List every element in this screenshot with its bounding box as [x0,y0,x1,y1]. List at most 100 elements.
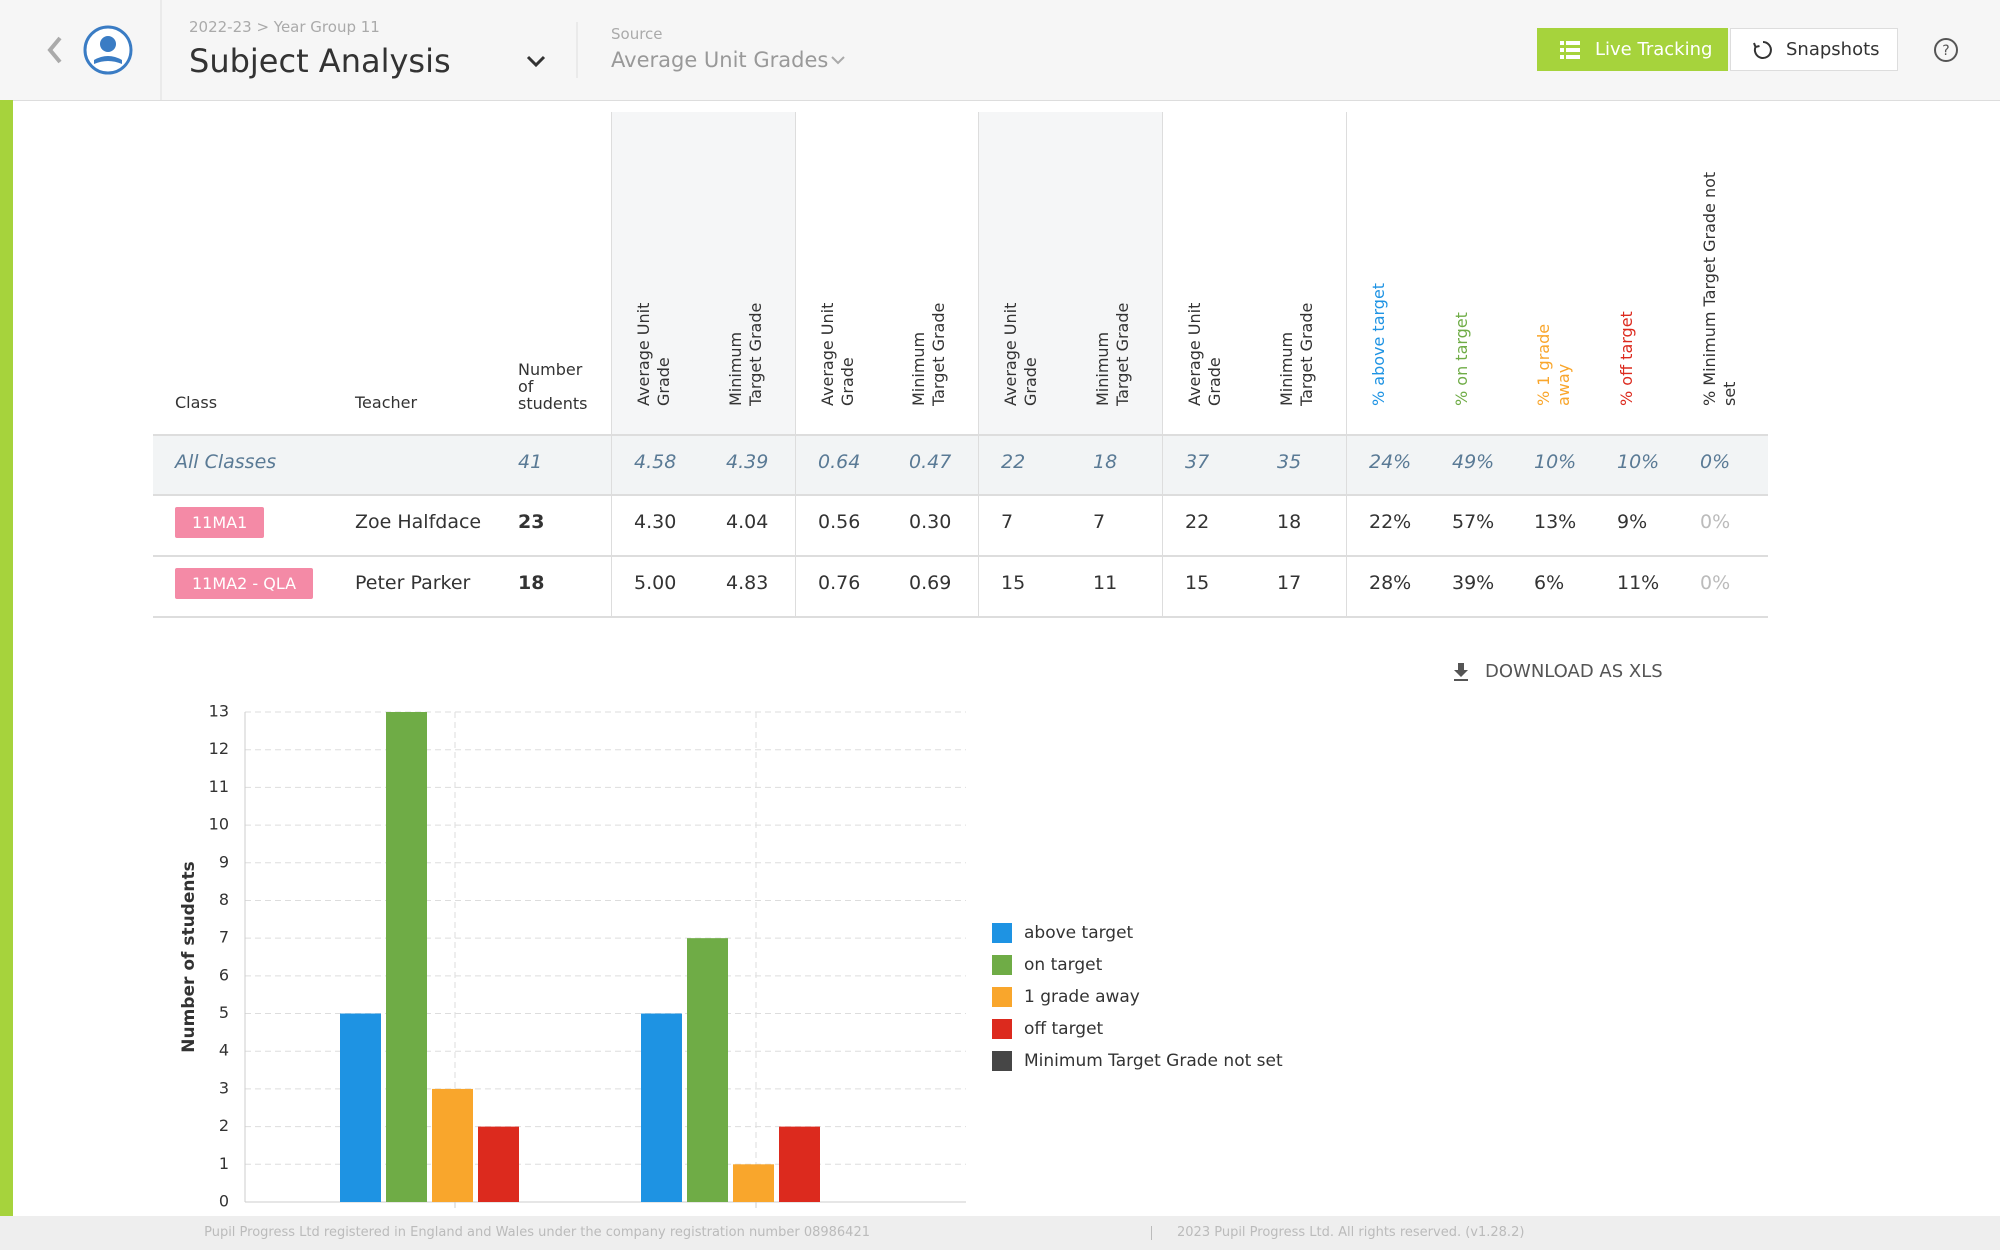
cell: 10% [1534,451,1577,473]
cell: 17 [1277,572,1302,594]
breadcrumb: 2022-23 > Year Group 11 [189,18,380,36]
y-tick-label: 12 [209,739,229,758]
y-tick-label: 7 [219,928,229,947]
y-tick-label: 9 [219,852,229,871]
cell: 13% [1534,511,1577,533]
download-link[interactable]: DOWNLOAD AS XLS [1485,661,1663,682]
cell: 4.04 [726,511,769,533]
cell: 7 [1093,511,1106,533]
cell: 0.47 [909,451,952,473]
class-badge[interactable]: 11MA1 [175,507,265,538]
cell: 0.76 [818,572,861,594]
class-name: All Classes [175,451,277,473]
title-dropdown[interactable] [526,55,546,68]
cell: 39% [1452,572,1495,594]
cell: 22 [1185,511,1210,533]
cell: 0.30 [909,511,952,533]
cell: 4.30 [634,511,677,533]
cell: 11 [1093,572,1118,594]
cell: 15 [1185,572,1210,594]
row-line [153,616,1768,618]
cell: 15 [1001,572,1026,594]
legend-label: 1 grade away [1024,987,1140,1007]
cell: 0% [1700,511,1731,533]
column-line [611,112,612,616]
footer-copyright: 2023 Pupil Progress Ltd. All rights rese… [1177,1225,1525,1240]
column-header: Class [175,393,218,412]
footer-company: Pupil Progress Ltd registered in England… [204,1225,870,1240]
y-tick-label: 4 [219,1041,229,1060]
logo-head [100,36,116,52]
help-button[interactable] [1934,38,1958,62]
cell: 4.83 [726,572,769,594]
cell: 22% [1369,511,1412,533]
cell: Peter Parker [355,572,471,594]
bar [478,1126,519,1202]
column-line [1346,112,1347,616]
legend-label: above target [1024,923,1134,943]
source-value[interactable]: Average Unit Grades [611,48,829,72]
bar [432,1088,473,1202]
page-title: Subject Analysis [189,42,451,80]
list-icon [1560,41,1580,59]
footer-separator [1151,1226,1152,1240]
row-line [153,494,1768,496]
column-line [1162,112,1163,616]
bar [687,938,728,1202]
cell: 18 [1093,451,1118,473]
cell: 0.64 [818,451,861,473]
class-badge[interactable]: 11MA2 - QLA [175,568,314,599]
cell: 6% [1534,572,1565,594]
bar [779,1126,820,1202]
y-tick-label: 10 [209,815,229,834]
back-button[interactable] [47,36,62,64]
source-dropdown[interactable] [831,56,845,65]
y-axis-label: Number of students [179,861,199,1052]
help-icon: ? [1942,43,1949,59]
header-shade [978,112,1162,434]
legend-swatch [992,923,1012,943]
y-tick-label: 3 [219,1078,229,1097]
column-header: Number of students [518,360,588,413]
y-tick-label: 8 [219,890,229,909]
side-stripe [0,100,13,1217]
column-line [795,112,796,616]
cell: 57% [1452,511,1495,533]
row-line [153,555,1768,557]
y-tick-label: 6 [219,965,229,984]
y-tick-label: 13 [209,702,229,721]
legend-swatch [992,987,1012,1007]
cell: 0.56 [818,511,861,533]
cell: 41 [518,451,543,473]
legend-label: on target [1024,955,1103,975]
cell: 10% [1617,451,1660,473]
cell: 4.39 [726,451,769,473]
cell: 18 [518,572,545,594]
cell: 49% [1452,451,1495,473]
cell: 11% [1617,572,1660,594]
footer [0,1216,2000,1250]
cell: 4.58 [634,451,677,473]
all-row-bg [153,434,1768,494]
cell: 35 [1277,451,1302,473]
y-tick-label: 0 [219,1192,229,1211]
cell: Zoe Halfdace [355,511,482,533]
cell: 28% [1369,572,1412,594]
row-line [153,434,1768,436]
cell: 23 [518,511,545,533]
cell: 0.69 [909,572,952,594]
bar [733,1164,774,1202]
legend-label: Minimum Target Grade not set [1024,1051,1283,1071]
bar [386,712,427,1202]
header-shade [611,112,795,434]
download-icon[interactable] [1452,662,1472,682]
column-line [978,112,979,616]
column-header: Teacher [355,393,418,412]
cell: 37 [1185,451,1210,473]
y-tick-label: 11 [209,777,229,796]
snapshots-button[interactable]: Snapshots [1730,28,1898,71]
legend-swatch [992,955,1012,975]
bar [641,1013,682,1202]
